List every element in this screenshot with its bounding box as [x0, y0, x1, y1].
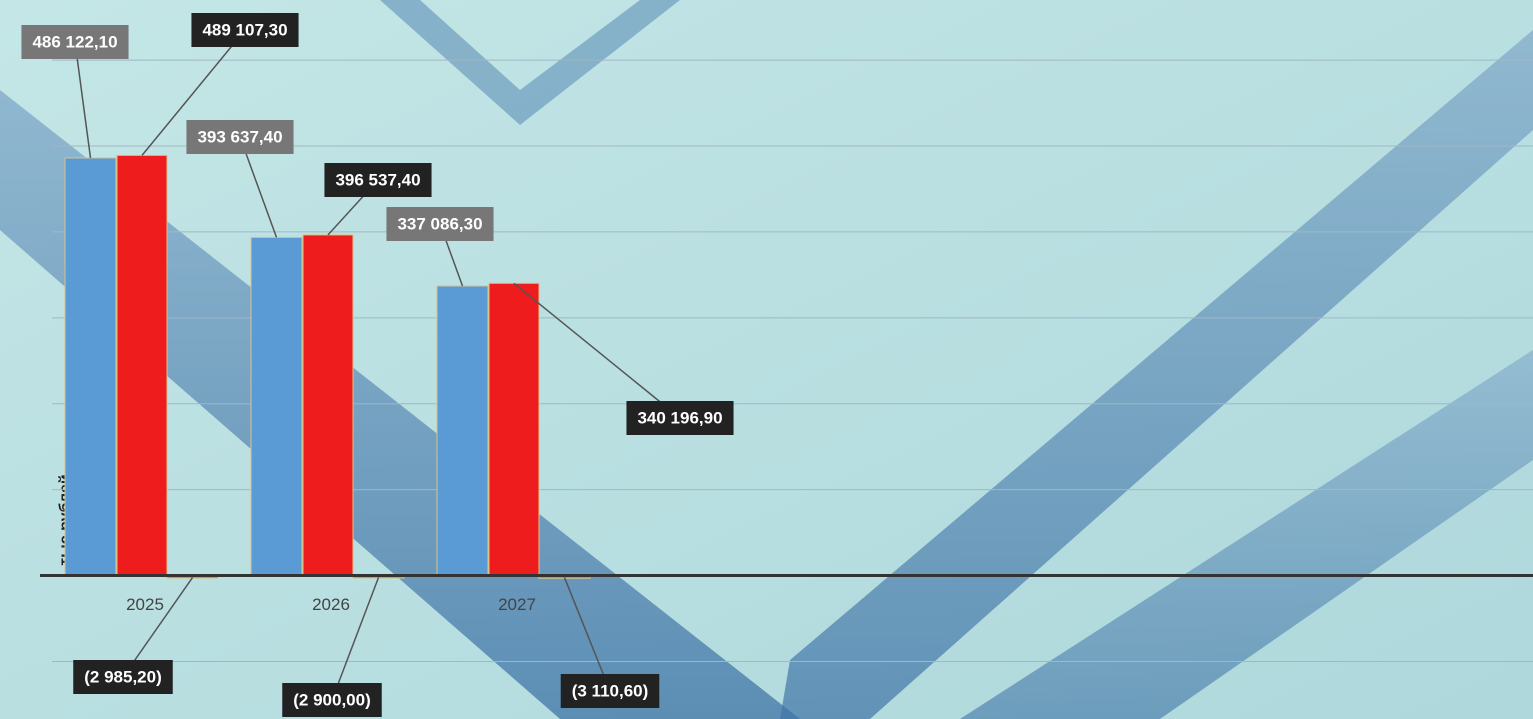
- x-tick-label: 2027: [498, 595, 536, 614]
- data-label: 393 637,40: [197, 127, 282, 146]
- bar: [251, 237, 302, 575]
- bar: [303, 235, 353, 576]
- data-label: 337 086,30: [397, 214, 482, 233]
- data-label: (3 110,60): [572, 681, 649, 700]
- data-label: 396 537,40: [335, 170, 420, 189]
- data-label: (2 985,20): [84, 667, 162, 686]
- bar: [437, 286, 488, 576]
- bar: [65, 158, 116, 576]
- x-tick-label: 2025: [126, 595, 164, 614]
- chart: тыс.рублей 202520262027486 122,10393 637…: [0, 0, 1533, 719]
- data-label: 486 122,10: [32, 32, 117, 51]
- bar: [489, 283, 539, 575]
- bar: [117, 155, 167, 575]
- data-label: (2 900,00): [293, 690, 371, 709]
- x-tick-label: 2026: [312, 595, 350, 614]
- data-label: 340 196,90: [637, 408, 722, 427]
- data-label: 489 107,30: [202, 20, 287, 39]
